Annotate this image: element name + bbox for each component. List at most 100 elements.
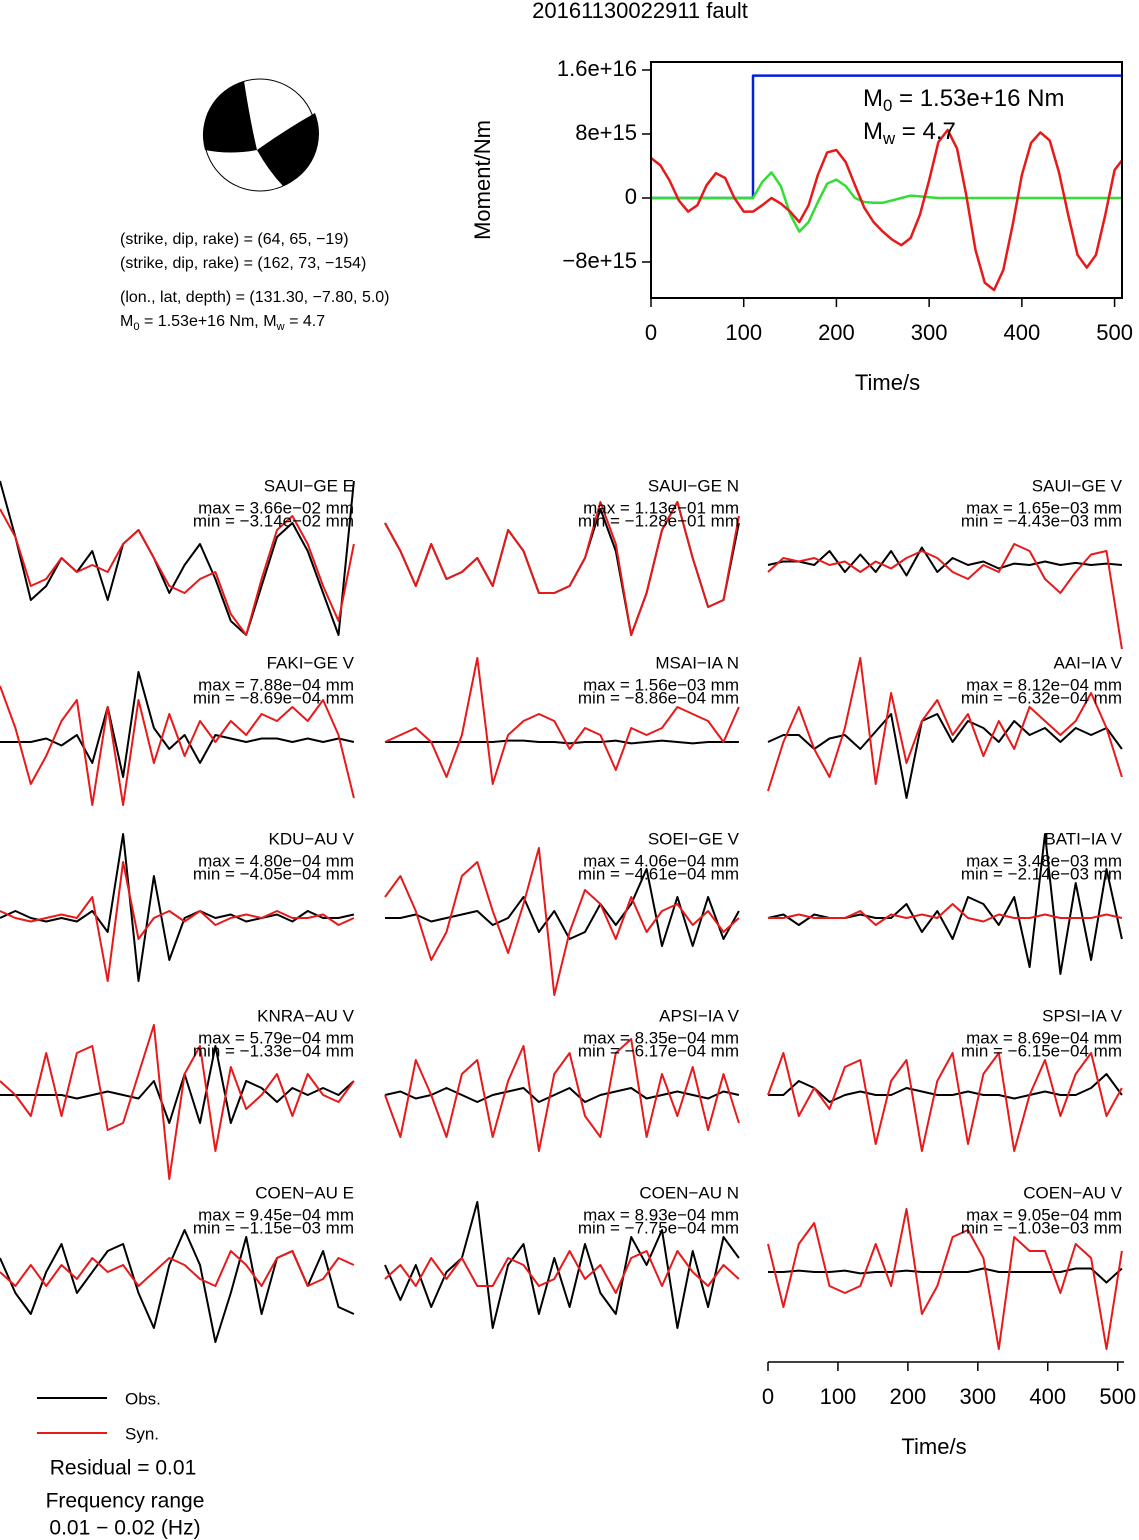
observed-trace [0,671,355,778]
station-label: KDU−AU V [269,829,355,848]
synthetic-trace [384,1038,740,1152]
observed-trace [0,1045,355,1124]
station-label: SAUI−GE V [1032,476,1123,495]
observed-trace [385,739,739,745]
min-label: min = −2.14e−03 mm [961,864,1122,883]
min-label: min = −4.61e−04 mm [578,864,739,883]
min-label: min = −1.28e−01 mm [578,511,739,530]
synthetic-trace [767,543,1123,650]
max-label: max = 9.05e−04 mm [966,1205,1122,1224]
station-label: SAUI−GE E [264,476,354,495]
residual: Residual = 0.01 [50,1457,197,1480]
mechanism-line: (lon., lat, depth) = (131.30, −7.80, 5.0… [120,289,390,306]
max-label: max = 1.13e−01 mm [583,498,739,517]
synthetic-trace [0,508,355,636]
text-segment: = 4.7 [895,118,956,145]
y-tick-label: −8e+15 [562,248,637,273]
synthetic-trace [0,1250,355,1287]
observed-trace [768,1267,1123,1284]
synthetic-trace [384,501,740,636]
max-label: max = 4.80e−04 mm [198,851,354,870]
mechanism-line: (strike, dip, rake) = (162, 73, −154) [120,255,366,272]
station-label: SAUI−GE N [648,476,739,495]
max-label: max = 3.48e−03 mm [966,851,1122,870]
x-tick-label: 500 [1096,320,1133,345]
max-label: max = 4.06e−04 mm [583,851,739,870]
max-label: max = 8.12e−04 mm [966,675,1122,694]
legend-label: Obs. [125,1389,161,1408]
synthetic-trace [384,847,740,996]
observed-trace [384,1201,740,1329]
annotation: M0 = 1.53e+16 Nm [863,85,1064,115]
station-label: COEN−AU E [255,1183,354,1202]
max-label: max = 5.79e−04 mm [198,1028,354,1047]
max-label: max = 8.69e−04 mm [966,1028,1122,1047]
y-axis-label: Moment/Nm [470,120,495,240]
y-tick-label: 0 [625,184,637,209]
min-label: min = −3.14e−02 mm [193,511,354,530]
synthetic-trace [384,657,740,785]
station-label: SPSI−IA V [1042,1006,1123,1025]
max-label: max = 1.65e−03 mm [966,498,1122,517]
x-tick-label: 0 [645,320,657,345]
min-label: min = −6.15e−04 mm [961,1041,1122,1060]
max-label: max = 8.35e−04 mm [583,1028,739,1047]
annotation: Mw = 4.7 [863,118,956,148]
text-segment: = 1.53e+16 Nm, M [140,313,277,330]
observed-trace [768,1073,1123,1103]
figure-title: 20161130022911 fault [532,0,748,23]
min-label: min = −6.17e−04 mm [578,1041,739,1060]
frequency-range: 0.01 − 0.02 (Hz) [49,1517,200,1540]
plot-frame [650,61,1123,299]
x-tick-label: 400 [1029,1384,1066,1409]
station-label: COEN−AU N [639,1183,739,1202]
station-label: FAKI−GE V [267,653,355,672]
max-label: max = 9.45e−04 mm [198,1205,354,1224]
min-label: min = −1.15e−03 mm [193,1218,354,1237]
min-label: min = −8.69e−04 mm [193,688,354,707]
synthetic-trace [0,685,355,806]
moment-curve [651,171,1122,233]
station-label: APSI−IA V [659,1006,740,1025]
text-segment: 0 [883,97,892,116]
min-label: min = −8.86e−04 mm [578,688,739,707]
text-segment: w [276,321,286,333]
min-label: min = −4.05e−04 mm [193,864,354,883]
text-segment: M [863,118,883,145]
min-label: min = −4.43e−03 mm [961,511,1122,530]
min-label: min = −1.03e−03 mm [961,1218,1122,1237]
observed-trace [767,713,1123,799]
x-tick-label: 0 [762,1384,774,1409]
moment-curve [650,128,1123,292]
station-label: SOEI−GE V [648,829,740,848]
frequency-label: Frequency range [46,1490,205,1513]
synthetic-trace [0,861,355,982]
max-label: max = 1.56e−03 mm [583,675,739,694]
observed-trace [0,833,355,982]
station-label: COEN−AU V [1023,1183,1122,1202]
mechanism-line: (strike, dip, rake) = (64, 65, −19) [120,231,349,248]
y-tick-label: 8e+15 [575,120,637,145]
synthetic-trace [768,903,1123,926]
min-label: min = −1.33e−04 mm [193,1041,354,1060]
legend-label: Syn. [125,1424,159,1443]
x-tick-label: 100 [725,320,762,345]
x-tick-label: 400 [1004,320,1041,345]
x-tick-label: 200 [890,1384,927,1409]
x-tick-label: 300 [959,1384,996,1409]
beachball [202,78,319,192]
synthetic-trace [767,1208,1123,1350]
text-segment: w [882,130,896,149]
observed-trace [384,1087,740,1103]
text-segment: 0 [133,321,139,333]
x-tick-label: 100 [820,1384,857,1409]
synthetic-trace [767,657,1123,792]
observed-trace [385,868,740,947]
min-label: min = −7.75e−04 mm [578,1218,739,1237]
text-segment: = 1.53e+16 Nm [892,85,1064,112]
moment-line: M0 = 1.53e+16 Nm, Mw = 4.7 [120,313,325,333]
max-label: max = 8.93e−04 mm [583,1205,739,1224]
max-label: max = 7.88e−04 mm [198,675,354,694]
synthetic-trace [767,1052,1123,1152]
